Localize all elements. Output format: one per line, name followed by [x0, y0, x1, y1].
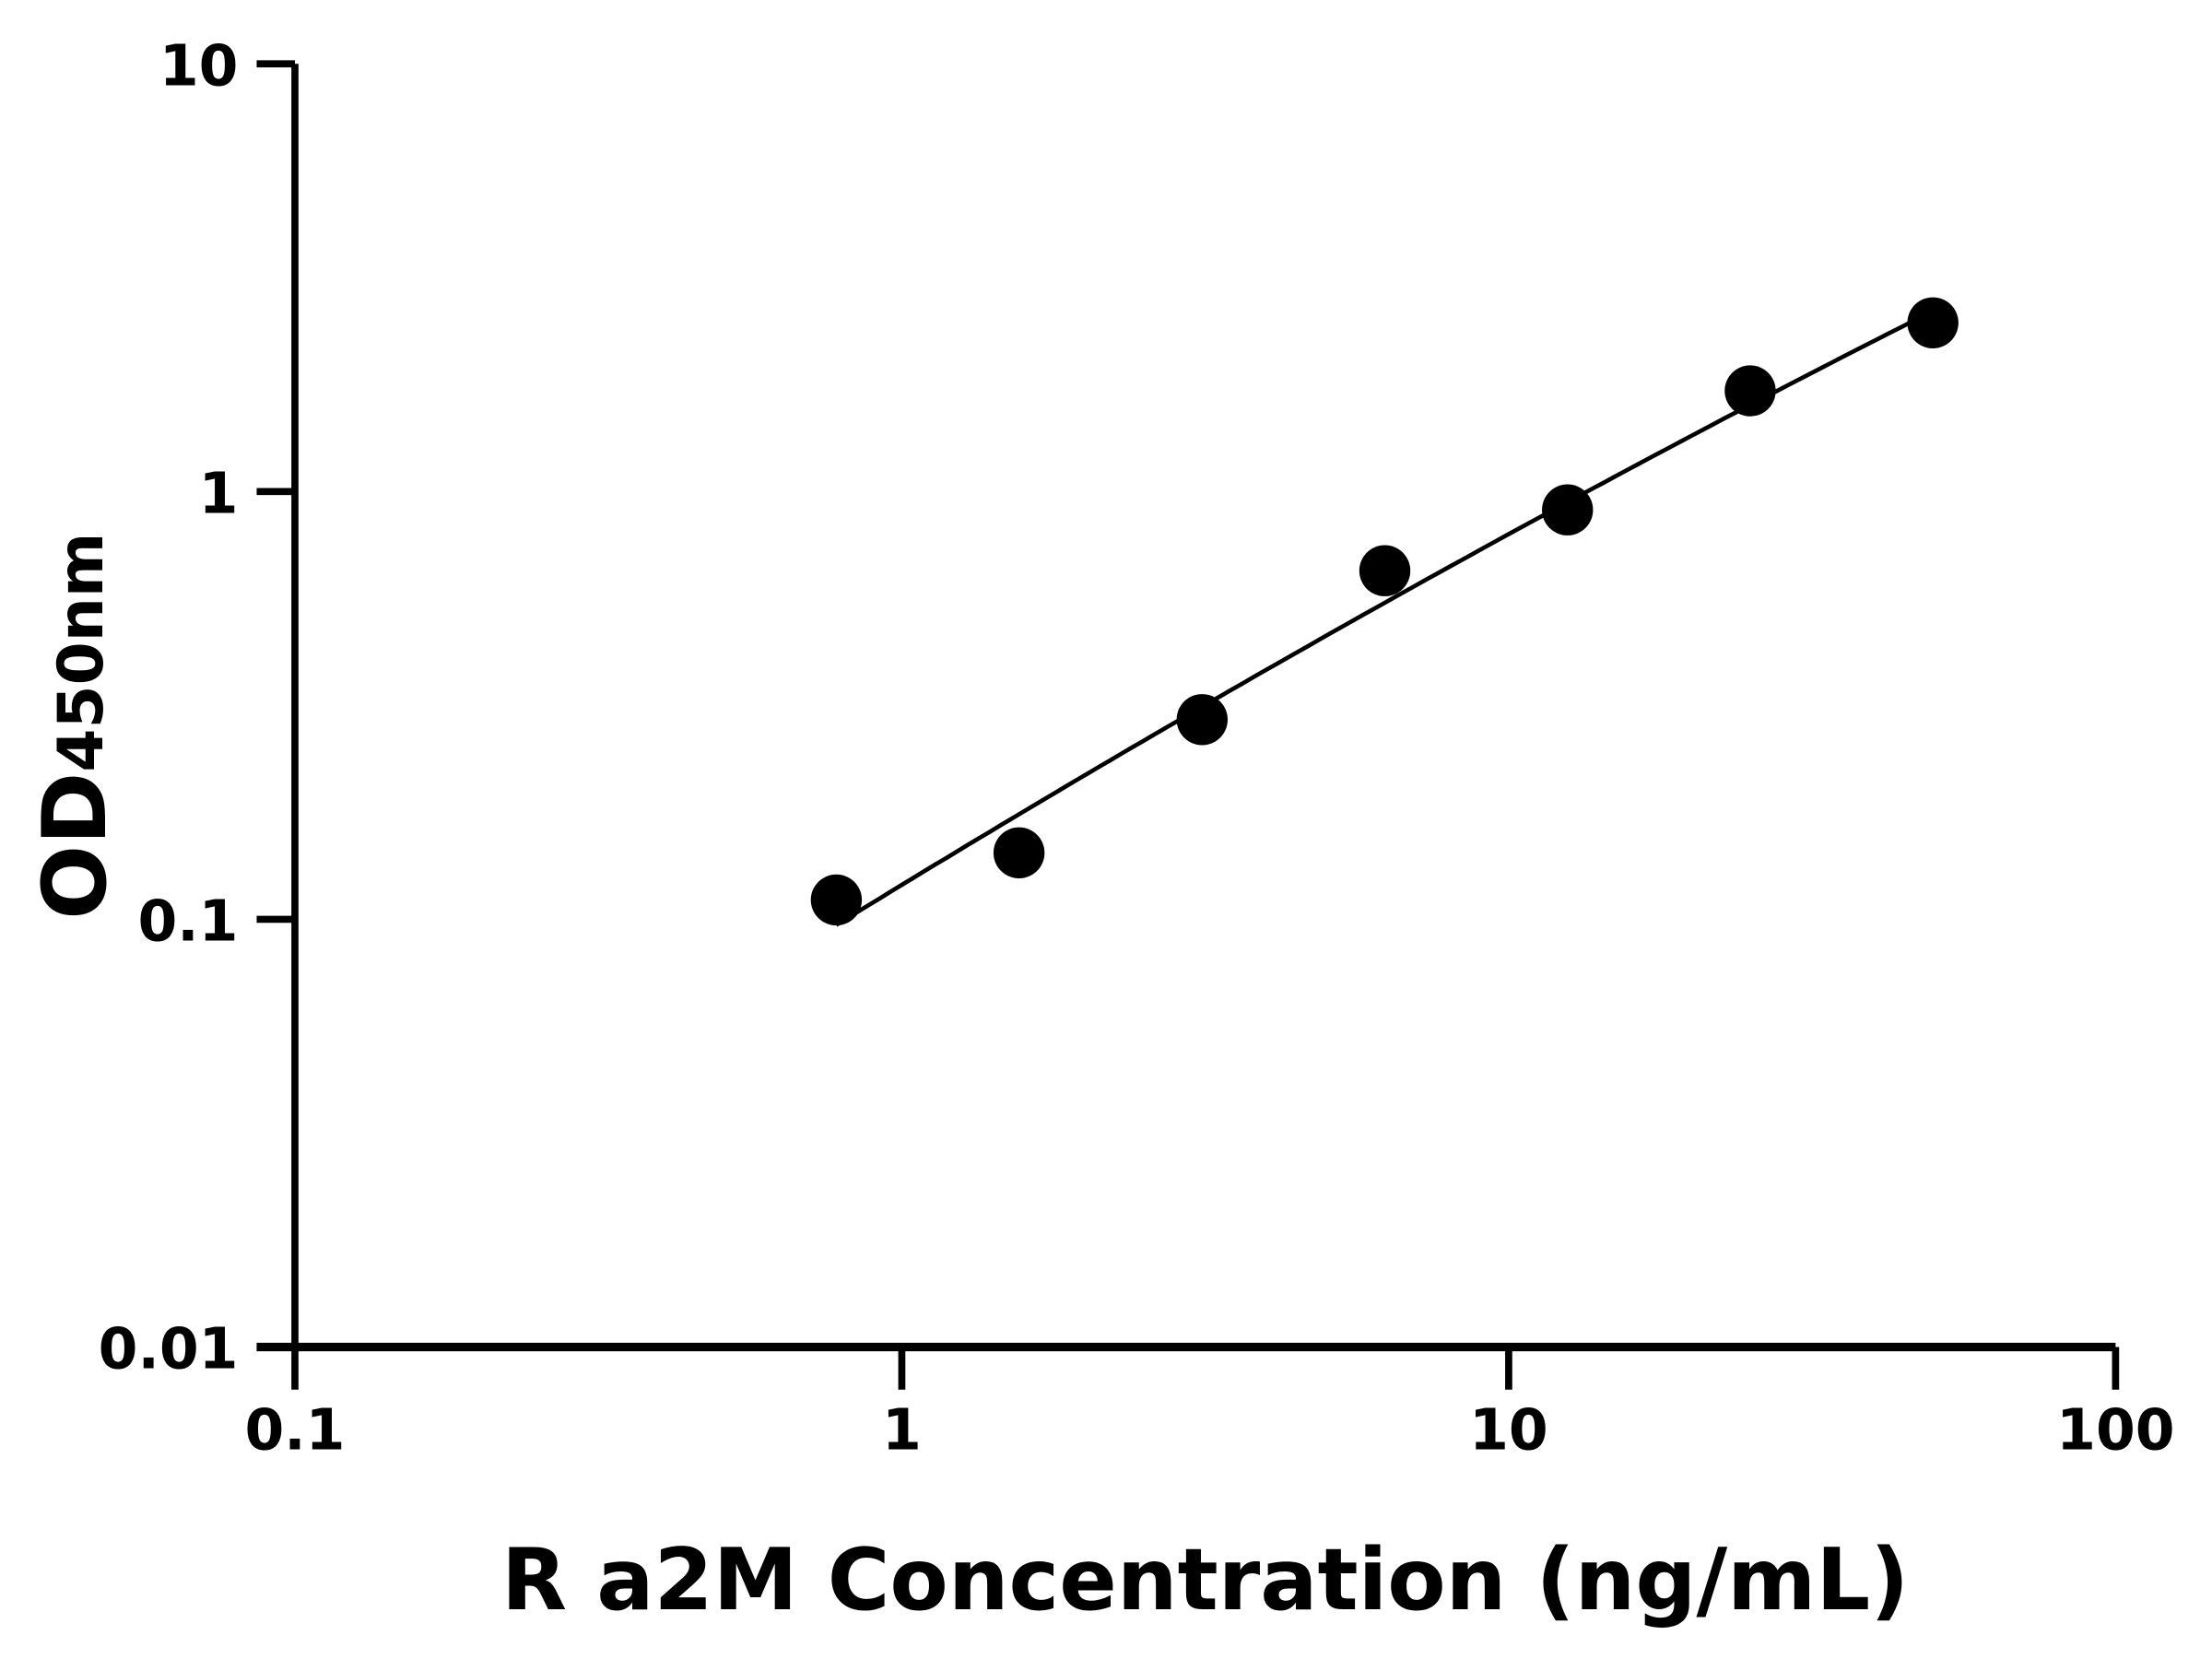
- data-point: [1176, 694, 1228, 746]
- x-tick-label: 10: [1469, 1396, 1548, 1463]
- x-axis-label: R a2M Concentration (ng/mL): [501, 1530, 1909, 1630]
- data-point: [1724, 365, 1776, 417]
- x-tick-label: 1: [882, 1396, 922, 1463]
- data-points: [810, 297, 1959, 926]
- y-tick-label: 1: [199, 460, 239, 526]
- y-axis-label-sub: 450nm: [44, 533, 117, 772]
- data-point: [1907, 297, 1959, 348]
- x-tick-label: 100: [2056, 1396, 2174, 1463]
- y-axis-label: OD450nm: [24, 533, 126, 920]
- data-point: [1359, 545, 1411, 596]
- data-point: [993, 827, 1045, 879]
- y-axis-label-main: OD: [24, 772, 126, 920]
- svg-text:OD450nm: OD450nm: [24, 533, 126, 920]
- y-tick-label: 0.01: [99, 1316, 239, 1382]
- y-tick-label: 10: [159, 32, 239, 99]
- data-point: [1542, 484, 1594, 535]
- data-point: [810, 874, 863, 926]
- y-tick-label: 0.1: [137, 888, 238, 955]
- x-tick-label: 0.1: [245, 1396, 346, 1463]
